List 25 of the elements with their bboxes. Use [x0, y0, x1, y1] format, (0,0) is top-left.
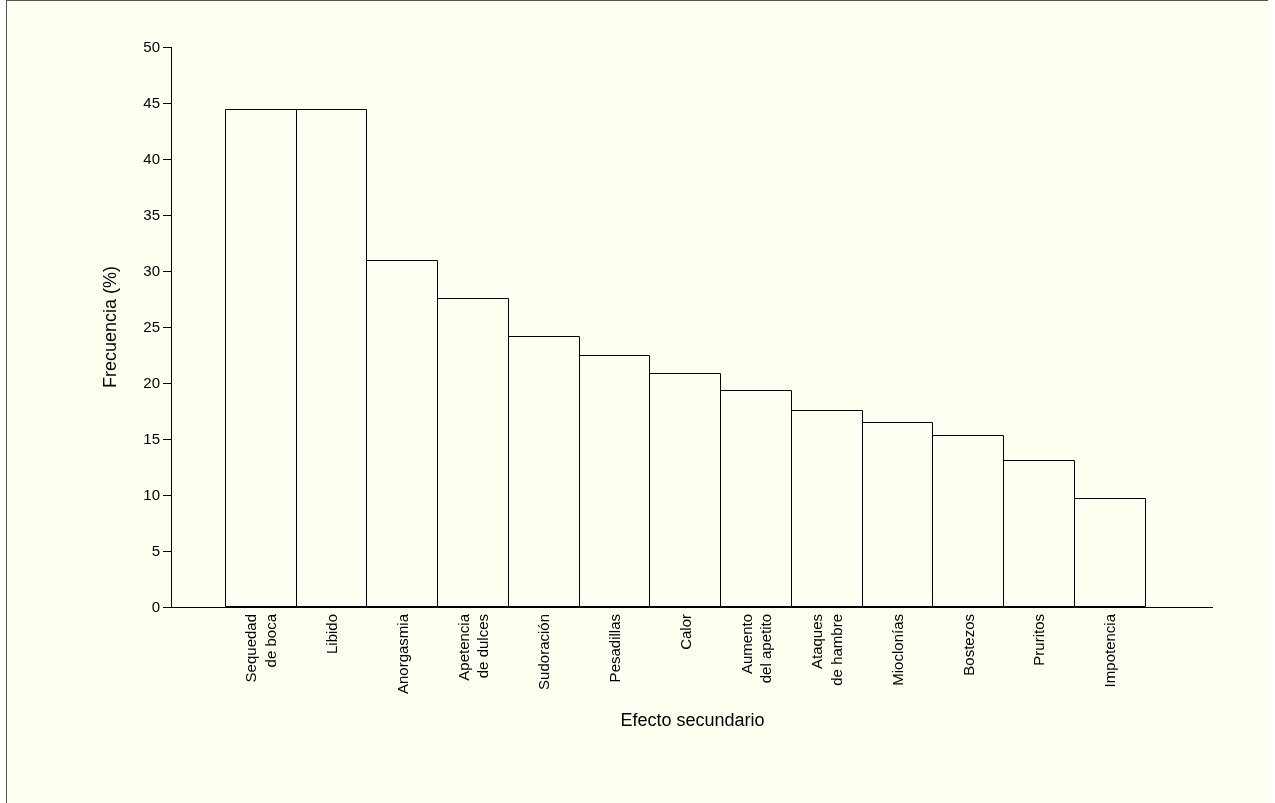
y-tick-label: 40 — [143, 150, 160, 168]
x-tick-label: Pesadillas — [605, 614, 623, 683]
x-tick-label: Pruritos — [1030, 614, 1048, 666]
x-tick-label: Sudoración — [535, 614, 553, 690]
x-tick-label: Apetencia de dulces — [454, 613, 492, 681]
y-tick-label: 30 — [143, 262, 160, 280]
y-tick-label: 10 — [143, 486, 160, 504]
y-axis-title: Frecuencia (%) — [99, 265, 120, 389]
x-tick-label: Libido — [322, 614, 340, 655]
y-tick-label: 5 — [151, 542, 160, 560]
x-tick-label: Sequedad de boca — [242, 613, 279, 683]
x-tick-label: Calor — [676, 614, 694, 650]
x-axis-title: Efecto secundario — [620, 710, 765, 731]
x-tick-label: Impotencia — [1101, 613, 1119, 688]
y-tick-label: 45 — [143, 94, 160, 112]
y-tick-label: 25 — [143, 318, 160, 336]
y-tick-label: 35 — [143, 206, 160, 224]
x-tick-label: Anorgasmia — [393, 613, 411, 695]
x-tick-label: Bostezos — [959, 614, 977, 676]
y-tick-label: 50 — [143, 38, 160, 56]
y-tick-label: 15 — [143, 430, 160, 448]
x-tick-label: Mioclonías — [888, 614, 906, 686]
y-tick-label: 0 — [151, 598, 160, 616]
y-tick-label: 20 — [143, 374, 160, 392]
x-tick-label: Aumento del apetito — [737, 614, 775, 684]
